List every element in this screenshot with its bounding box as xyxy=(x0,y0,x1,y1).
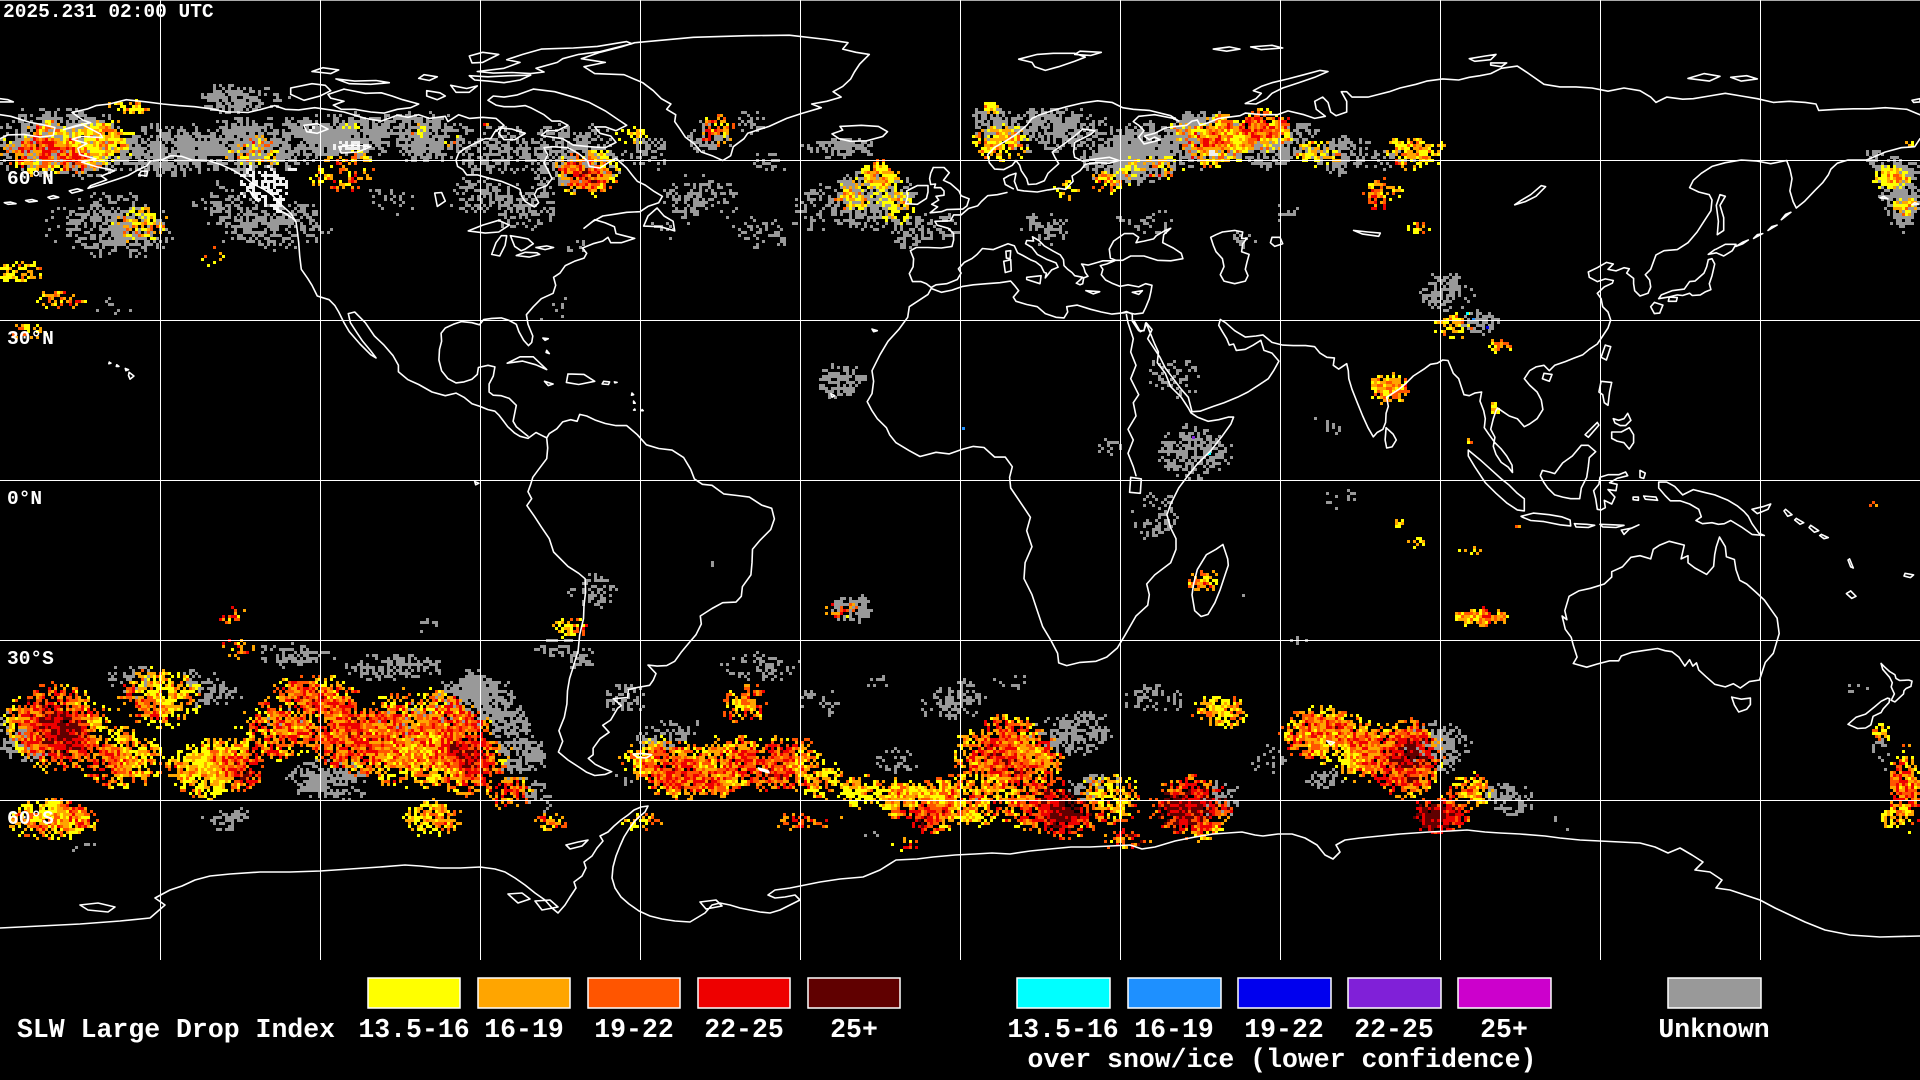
svg-text:13.5-16: 13.5-16 xyxy=(358,1015,469,1045)
svg-text:16-19: 16-19 xyxy=(1134,1015,1214,1045)
svg-text:30°N: 30°N xyxy=(7,328,54,350)
svg-text:25+: 25+ xyxy=(1480,1015,1528,1045)
svg-text:30°S: 30°S xyxy=(7,648,54,670)
svg-text:60°S: 60°S xyxy=(7,808,54,830)
svg-text:25+: 25+ xyxy=(830,1015,878,1045)
svg-text:60°N: 60°N xyxy=(7,168,54,190)
svg-text:SLW Large Drop Index: SLW Large Drop Index xyxy=(17,1015,335,1045)
svg-text:22-25: 22-25 xyxy=(1354,1015,1434,1045)
svg-text:19-22: 19-22 xyxy=(1244,1015,1324,1045)
svg-text:19-22: 19-22 xyxy=(594,1015,674,1045)
svg-text:16-19: 16-19 xyxy=(484,1015,564,1045)
svg-text:Unknown: Unknown xyxy=(1658,1015,1769,1045)
svg-text:22-25: 22-25 xyxy=(704,1015,784,1045)
svg-text:over snow/ice (lower confidenc: over snow/ice (lower confidence) xyxy=(1028,1045,1537,1075)
svg-text:0°N: 0°N xyxy=(7,488,42,510)
svg-text:2025.231 02:00 UTC: 2025.231 02:00 UTC xyxy=(3,1,214,23)
svg-text:13.5-16: 13.5-16 xyxy=(1007,1015,1118,1045)
